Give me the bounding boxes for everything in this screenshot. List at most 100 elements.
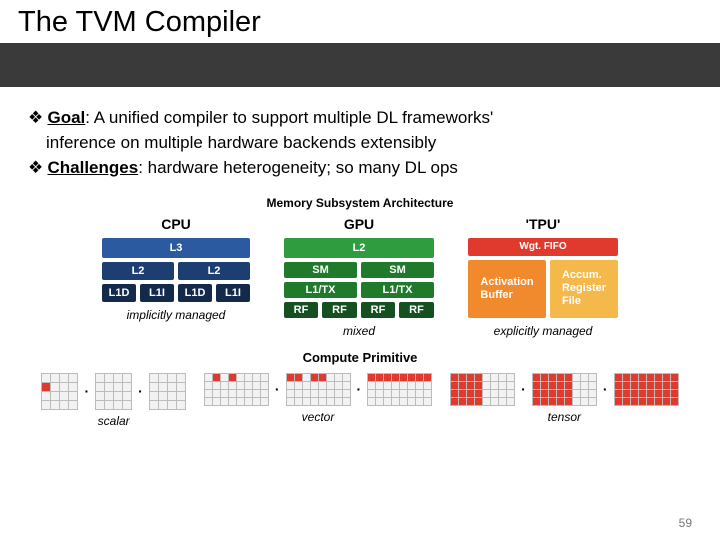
arch-column: CPUL3L2L2L1DL1IL1DL1Iimplicitly managed [102, 216, 250, 338]
grid-cell [51, 392, 59, 400]
grid-cell [459, 390, 466, 397]
arch-sm-stack: SML1/TXRFRF [361, 262, 434, 318]
grid-cell [408, 382, 415, 389]
grid-cell [253, 390, 260, 397]
grid-cell [261, 398, 268, 405]
grid-cell [589, 374, 596, 381]
grid-cell [483, 390, 490, 397]
prim-grid [41, 373, 78, 410]
grid-cell [549, 374, 556, 381]
grid-cell [384, 374, 391, 381]
grid-cell [150, 392, 158, 400]
grid-cell [150, 374, 158, 382]
arch-column-label: CPU [161, 216, 191, 232]
grid-cell [581, 390, 588, 397]
arch-block: L1D [178, 284, 212, 302]
arch-row: RFRF [361, 302, 434, 318]
bullet-goal: ❖ Goal: A unified compiler to support mu… [28, 107, 692, 130]
grid-cell [467, 382, 474, 389]
prim-grid [95, 373, 132, 410]
grid-cell [221, 382, 228, 389]
grid-cell [253, 398, 260, 405]
dot-icon: · [603, 381, 608, 397]
grid-cell [557, 382, 564, 389]
arch-block: RF [361, 302, 395, 318]
arch-column-caption: explicitly managed [494, 324, 593, 338]
bullet-icon: ❖ [28, 108, 48, 127]
grid-cell [319, 374, 326, 381]
grid-cell [499, 390, 506, 397]
grid-cell [475, 398, 482, 405]
dot-icon: · [138, 383, 143, 399]
bullet-list: ❖ Goal: A unified compiler to support mu… [0, 87, 720, 190]
challenges-text: : hardware heterogeneity; so many DL ops [138, 158, 458, 177]
grid-cell [483, 382, 490, 389]
grid-cell [42, 392, 50, 400]
grid-cell [105, 383, 113, 391]
grid-cell [459, 398, 466, 405]
grid-cell [319, 398, 326, 405]
grid-cell [549, 398, 556, 405]
grid-cell [615, 382, 622, 389]
grid-cell [623, 390, 630, 397]
grid-cell [467, 398, 474, 405]
grid-cell [123, 392, 131, 400]
grid-cell [499, 382, 506, 389]
arch-block: L1I [216, 284, 250, 302]
arch-block: L1D [102, 284, 136, 302]
grid-cell [549, 390, 556, 397]
grid-cell [631, 390, 638, 397]
grid-cell [416, 374, 423, 381]
grid-cell [408, 374, 415, 381]
grid-cell [287, 374, 294, 381]
grid-cell [507, 382, 514, 389]
grid-cell [639, 374, 646, 381]
grid-cell [623, 374, 630, 381]
grid-cell [671, 398, 678, 405]
grid-cell [311, 382, 318, 389]
slide: The TVM Compiler ❖ Goal: A unified compi… [0, 0, 720, 428]
grid-cell [303, 390, 310, 397]
prim-grid [532, 373, 597, 406]
arch-row: RFRF [284, 302, 357, 318]
grid-cell [205, 382, 212, 389]
grid-cell [376, 390, 383, 397]
grid-cell [253, 374, 260, 381]
grid-cell [541, 374, 548, 381]
grid-cell [311, 374, 318, 381]
grid-cell [475, 374, 482, 381]
grid-cell [114, 374, 122, 382]
grid-cell [343, 374, 350, 381]
grid-cell [565, 382, 572, 389]
grid-cell [287, 382, 294, 389]
grid-cell [287, 390, 294, 397]
grid-cell [663, 382, 670, 389]
grid-cell [168, 374, 176, 382]
grid-cell [327, 382, 334, 389]
grid-cell [213, 390, 220, 397]
arch-row: L2L2 [102, 262, 250, 280]
grid-cell [451, 374, 458, 381]
grid-cell [96, 401, 104, 409]
grid-cell [384, 382, 391, 389]
grid-cell [408, 390, 415, 397]
arch-block: Accum.RegisterFile [550, 260, 618, 318]
dot-icon: · [84, 383, 89, 399]
grid-cell [51, 374, 59, 382]
goal-label: Goal [48, 108, 86, 127]
grid-cell [483, 398, 490, 405]
grid-cell [615, 398, 622, 405]
arch-block: L2 [102, 262, 174, 280]
grid-cell [42, 383, 50, 391]
grid-cell [565, 390, 572, 397]
goal-line2: inference on multiple hardware backends … [28, 132, 692, 155]
grid-cell [221, 390, 228, 397]
grid-cell [400, 382, 407, 389]
grid-cell [639, 398, 646, 405]
arch-block: L2 [284, 238, 434, 258]
grid-cell [541, 382, 548, 389]
grid-cell [168, 401, 176, 409]
grid-cell [237, 382, 244, 389]
grid-cell [416, 390, 423, 397]
grid-cell [295, 374, 302, 381]
